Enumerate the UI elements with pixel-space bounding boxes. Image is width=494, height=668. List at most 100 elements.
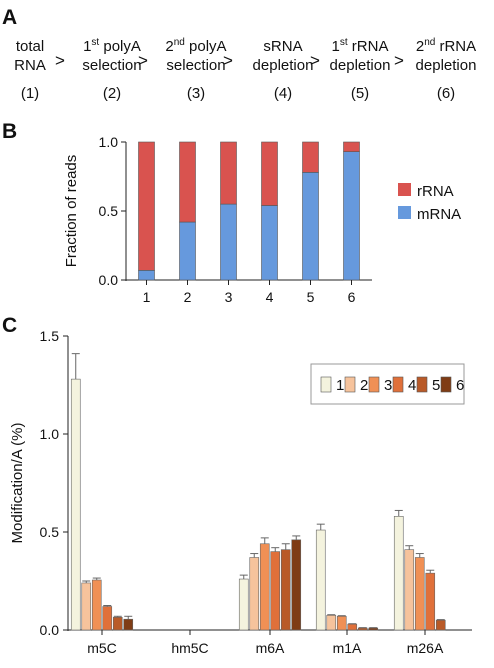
b-legend-swatch <box>398 206 411 219</box>
c-legend-swatch <box>368 376 380 393</box>
step-arrow-2: > <box>138 51 148 70</box>
step-arrow-4: > <box>310 51 320 70</box>
b-bar-mrna <box>179 221 196 281</box>
step-line1: 2nd polyA <box>165 37 226 55</box>
b-x-tick-label: 6 <box>348 289 356 305</box>
workflow-step-2: 1st polyA selection (2) <box>82 37 141 102</box>
c-bar-m6a-s1 <box>238 578 249 631</box>
b-bar-mrna <box>343 151 360 281</box>
c-legend-label: 3 <box>384 377 392 394</box>
c-legend-swatch <box>416 376 428 393</box>
c-bar-m5c-s6 <box>123 618 134 631</box>
step-arrow-5: > <box>394 51 404 70</box>
b-bar-mrna <box>220 203 237 281</box>
b-bar-rrna <box>261 141 278 206</box>
c-bar-m1a-s2 <box>326 614 337 631</box>
c-bar-m1a-s1 <box>315 529 326 631</box>
b-legend-label: mRNA <box>417 206 461 223</box>
workflow-step-1: total RNA (1) <box>14 38 46 102</box>
c-bar-m6a-s6 <box>291 539 302 631</box>
c-bar-m5c-s1 <box>70 378 81 631</box>
step-line2: depletion <box>416 57 477 74</box>
c-legend-swatch <box>320 376 332 393</box>
b-y-axis-label: Fraction of reads <box>63 155 80 268</box>
c-bar-m5c-s5 <box>112 616 123 631</box>
c-x-tick-label: m1A <box>333 640 362 656</box>
workflow-step-6: 2nd rRNA depletion (6) <box>416 37 477 102</box>
step-line1: 1st rRNA <box>332 37 389 55</box>
c-x-tick-label: hm5C <box>171 640 208 656</box>
c-bar-m26a-s4 <box>425 572 436 631</box>
step-number: (6) <box>437 85 455 102</box>
b-legend-label: rRNA <box>417 183 454 200</box>
workflow-step-5: 1st rRNA depletion (5) <box>330 37 391 102</box>
c-bar-m5c-s2 <box>81 582 92 631</box>
workflow-step-4: sRNA depletion (4) <box>253 38 314 102</box>
c-legend-label: 4 <box>408 377 416 394</box>
step-line1: 2nd rRNA <box>416 37 476 55</box>
c-legend-label: 5 <box>432 377 440 394</box>
b-bar-rrna <box>179 141 196 223</box>
c-x-tick-label: m6A <box>256 640 285 656</box>
step-line1: total <box>16 38 44 55</box>
b-bar-rrna <box>302 141 319 173</box>
b-bar-rrna <box>138 141 155 271</box>
b-y-tick-label: 0.0 <box>99 272 119 288</box>
step-number: (3) <box>187 85 205 102</box>
c-x-tick-label: m5C <box>87 640 117 656</box>
c-bar-m26a-s1 <box>393 516 404 631</box>
c-bar-m1a-s4 <box>347 623 358 631</box>
b-bar-mrna <box>302 172 319 281</box>
b-bar-mrna <box>138 270 155 281</box>
c-x-tick-label: m26A <box>407 640 444 656</box>
c-bar-m26a-s5 <box>435 619 446 631</box>
c-legend-swatch <box>440 376 452 393</box>
b-x-tick-label: 3 <box>225 289 233 305</box>
step-arrow-1: > <box>55 51 65 70</box>
c-y-tick-label: 1.0 <box>40 426 60 442</box>
step-line1: 1st polyA <box>83 37 141 55</box>
c-y-tick-label: 0.0 <box>40 622 60 638</box>
c-bar-m6a-s2 <box>249 557 260 631</box>
step-line2: selection <box>166 57 225 74</box>
c-bar-m1a-s3 <box>336 615 347 631</box>
b-x-tick-label: 5 <box>307 289 315 305</box>
b-bar-rrna <box>343 141 360 152</box>
step-line2: selection <box>82 57 141 74</box>
step-number: (2) <box>103 85 121 102</box>
panel-label-c: C <box>2 314 17 337</box>
b-x-tick-label: 1 <box>143 289 151 305</box>
b-bar-mrna <box>261 205 278 281</box>
c-legend-swatch <box>392 376 404 393</box>
c-legend-label: 6 <box>456 377 464 394</box>
c-bar-m5c-s4 <box>102 606 113 631</box>
c-bar-m1a-s5 <box>357 627 368 631</box>
panel-label-b: B <box>2 120 17 143</box>
step-line2: depletion <box>253 57 314 74</box>
b-y-tick-label: 0.5 <box>99 203 119 219</box>
step-line2: RNA <box>14 57 46 74</box>
c-bar-m1a-s6 <box>368 627 379 631</box>
b-legend-swatch <box>398 183 411 196</box>
step-number: (1) <box>21 85 39 102</box>
panel-label-a: A <box>2 6 17 29</box>
c-bar-m6a-s3 <box>259 543 270 631</box>
step-number: (5) <box>351 85 369 102</box>
c-legend-label: 1 <box>336 377 344 394</box>
c-y-tick-label: 1.5 <box>40 328 60 344</box>
c-legend-label: 2 <box>360 377 368 394</box>
b-y-tick-label: 1.0 <box>99 134 119 150</box>
workflow-step-3: 2nd polyA selection (3) <box>165 37 226 102</box>
c-bar-m6a-s4 <box>270 551 281 631</box>
step-line2: depletion <box>330 57 391 74</box>
b-x-tick-label: 4 <box>266 289 274 305</box>
c-legend-box <box>310 363 465 405</box>
c-y-tick-label: 0.5 <box>40 524 60 540</box>
step-line1: sRNA <box>263 38 302 55</box>
c-y-axis-label: Modification/A (%) <box>9 423 26 544</box>
c-legend-swatch <box>344 376 356 393</box>
c-bar-m26a-s2 <box>404 549 415 631</box>
b-x-tick-label: 2 <box>184 289 192 305</box>
step-number: (4) <box>274 85 292 102</box>
